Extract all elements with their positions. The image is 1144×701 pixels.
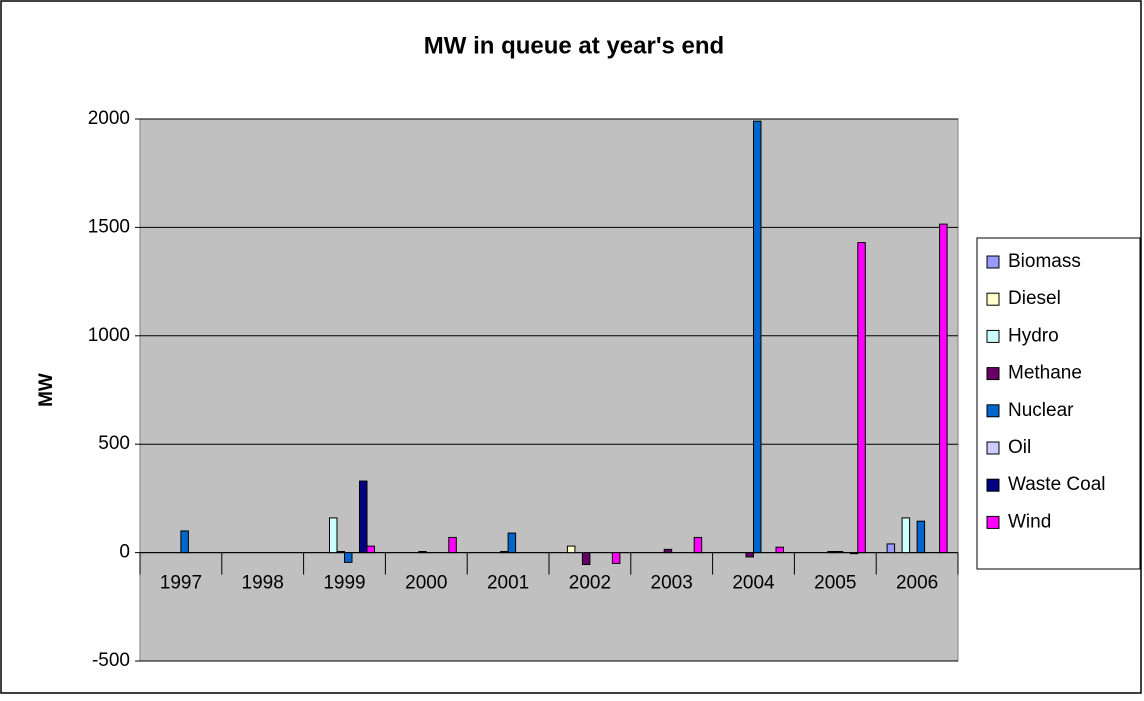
bar — [901, 517, 911, 554]
legend-label: Biomass — [1008, 251, 1081, 272]
y-tick-label: 0 — [119, 542, 130, 563]
legend-label: Waste Coal — [1008, 474, 1106, 495]
legend-label: Oil — [1008, 437, 1031, 458]
bar — [180, 530, 189, 554]
y-tick-label: 1000 — [88, 325, 130, 346]
x-tick-label: 2001 — [487, 573, 529, 594]
legend-swatch — [986, 404, 1000, 418]
y-tick-label: 2000 — [88, 108, 130, 129]
legend-label: Diesel — [1008, 288, 1061, 309]
x-tick-label: 2003 — [651, 573, 693, 594]
legend-swatch — [986, 478, 1000, 492]
x-tick-label: 2002 — [569, 573, 611, 594]
bar — [834, 551, 844, 554]
y-tick-label: -500 — [92, 650, 130, 671]
x-tick-label: 1999 — [323, 573, 365, 594]
bar — [849, 552, 859, 555]
bar — [500, 551, 509, 554]
bar — [344, 552, 353, 563]
legend-swatch — [986, 292, 1000, 306]
bar — [753, 120, 762, 554]
bar — [693, 536, 703, 554]
bar — [611, 552, 621, 564]
bar — [359, 480, 368, 554]
x-tick-label: 2000 — [405, 573, 447, 594]
legend-swatch — [986, 367, 1000, 381]
bar — [507, 532, 517, 554]
legend-swatch — [986, 255, 1000, 269]
bar — [418, 551, 427, 554]
bar — [448, 536, 457, 554]
y-tick-label: 500 — [98, 433, 130, 454]
bar — [827, 551, 836, 554]
legend-label: Methane — [1008, 363, 1082, 384]
bar — [939, 223, 948, 554]
y-tick-label: 1500 — [88, 216, 130, 237]
bar — [581, 552, 591, 566]
bar — [857, 242, 866, 554]
bar — [775, 546, 784, 554]
legend-label: Hydro — [1008, 325, 1059, 346]
x-tick-label: 2005 — [814, 573, 856, 594]
x-tick-label: 2004 — [732, 573, 775, 594]
legend-label: Nuclear — [1008, 400, 1074, 421]
y-axis-label: MW — [36, 373, 57, 407]
bar — [329, 517, 338, 554]
bar — [366, 545, 375, 554]
legend-swatch — [986, 441, 1000, 455]
bar — [663, 548, 673, 554]
x-tick-label: 1998 — [242, 573, 284, 594]
chart-title: MW in queue at year's end — [424, 32, 724, 59]
legend-swatch — [986, 329, 1000, 343]
bar — [745, 552, 754, 558]
x-tick-label: 1997 — [160, 573, 202, 594]
x-tick-label: 2006 — [896, 573, 938, 594]
bar — [566, 545, 576, 554]
legend — [976, 237, 1141, 570]
legend-label: Wind — [1008, 511, 1051, 532]
bar — [886, 543, 896, 554]
legend-swatch — [986, 515, 1000, 529]
bar — [916, 520, 926, 554]
bar — [336, 551, 345, 554]
